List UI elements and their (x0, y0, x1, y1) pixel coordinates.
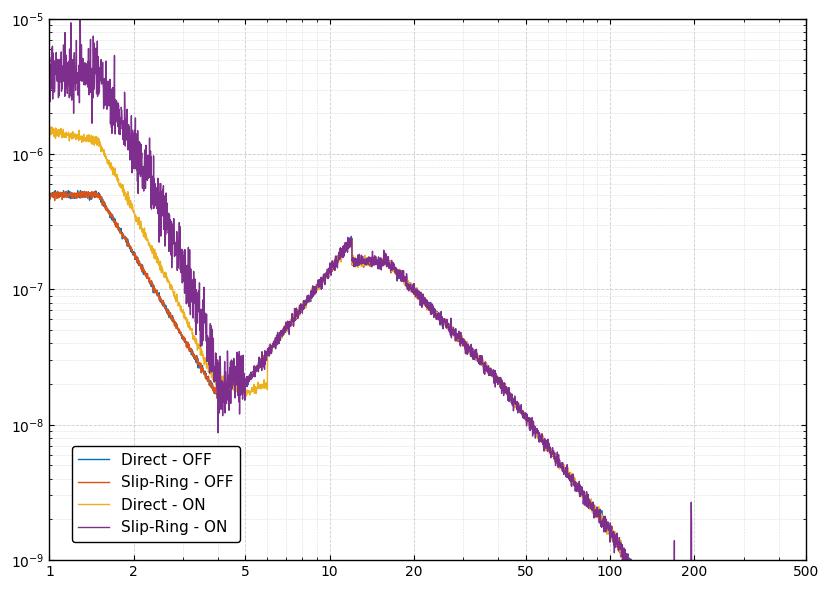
Direct - ON (131, 214, 141, 221)
Direct - ON (45, 130, 55, 137)
Line: Slip-Ring - ON: Slip-Ring - ON (50, 5, 806, 590)
Line: Slip-Ring - OFF: Slip-Ring - OFF (50, 191, 806, 590)
Slip-Ring - ON (131, 165, 141, 172)
Slip-Ring - ON (334, 245, 344, 253)
Line: Direct - ON: Direct - ON (50, 127, 806, 590)
Direct - OFF (334, 253, 344, 260)
Direct - ON (368, 258, 378, 265)
Direct - OFF (131, 253, 141, 260)
Slip-Ring - OFF (61, 188, 71, 195)
Line: Direct - OFF: Direct - OFF (50, 191, 806, 590)
Slip-Ring - ON (76, 1, 85, 8)
Slip-Ring - OFF (334, 250, 344, 257)
Slip-Ring - OFF (45, 190, 55, 197)
Direct - OFF (45, 189, 55, 196)
Slip-Ring - ON (45, 95, 55, 102)
Direct - ON (45, 123, 55, 130)
Slip-Ring - OFF (368, 260, 378, 267)
Legend: Direct - OFF, Slip-Ring - OFF, Direct - ON, Slip-Ring - ON: Direct - OFF, Slip-Ring - OFF, Direct - … (72, 447, 240, 542)
Slip-Ring - OFF (176, 329, 186, 336)
Slip-Ring - ON (368, 248, 378, 255)
Slip-Ring - OFF (131, 253, 141, 260)
Direct - ON (176, 303, 186, 310)
Direct - OFF (368, 261, 378, 268)
Direct - OFF (63, 187, 73, 194)
Slip-Ring - ON (176, 269, 186, 276)
Direct - ON (334, 252, 344, 259)
Direct - OFF (176, 329, 186, 336)
